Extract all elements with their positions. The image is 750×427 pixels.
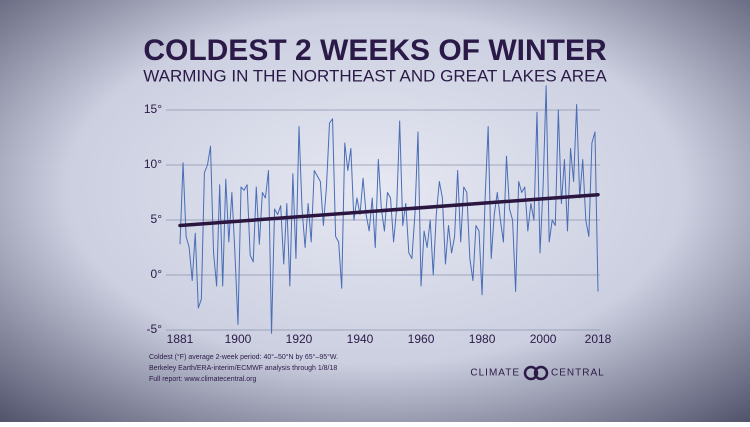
data-line <box>179 85 599 334</box>
y-tick-label: -5° <box>147 322 163 336</box>
x-tick-label: 1940 <box>347 332 374 346</box>
chart-subtitle: WARMING IN THE NORTHEAST AND GREAT LAKES… <box>143 66 607 85</box>
y-tick-label: 10° <box>144 157 162 171</box>
y-tick-label: 5° <box>151 212 163 226</box>
note: Berkeley Earth/ERA-interim/ECMWF analysi… <box>149 365 337 372</box>
x-tick-label: 1980 <box>469 332 496 346</box>
brand: CLIMATE <box>470 368 520 379</box>
y-tick-label: 0° <box>151 267 163 281</box>
x-tick-label: 2000 <box>530 332 557 346</box>
x-tick-label: 1960 <box>408 332 435 346</box>
chart-title: COLDEST 2 WEEKS OF WINTER <box>143 34 607 67</box>
note: Coldest (°F) average 2-week period: 40°–… <box>149 353 338 361</box>
x-tick-label: 1881 <box>167 332 194 346</box>
brand-logo <box>523 365 549 381</box>
note: Full report: www.climatecentral.org <box>149 376 256 383</box>
brand: CENTRAL <box>551 368 605 379</box>
x-tick-label: 2018 <box>585 332 612 346</box>
plot-area: -5° 0° 5° 10° 15° 1881 1900 1920 1940 1960 1980 200… <box>144 85 612 346</box>
x-tick-label: 1920 <box>286 332 313 346</box>
x-tick-label: 1900 <box>225 332 252 346</box>
trend-line <box>178 192 600 228</box>
y-tick-label: 15° <box>144 102 162 116</box>
